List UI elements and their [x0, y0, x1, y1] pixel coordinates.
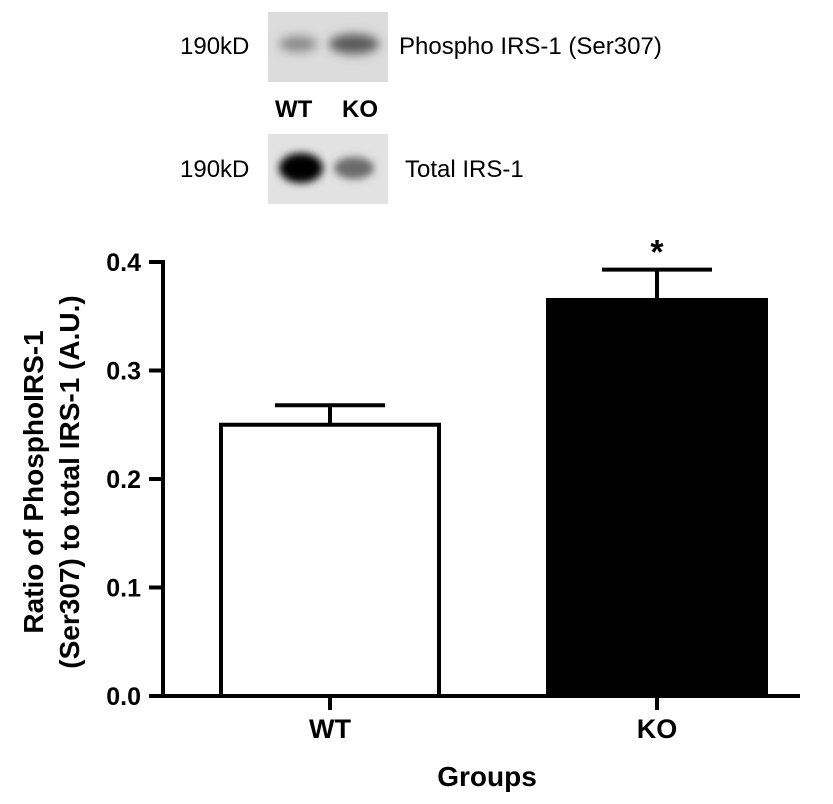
phospho-mw-label: 190kD: [180, 33, 250, 60]
lane-label-wt: WT: [275, 96, 313, 123]
bar-ko: [546, 297, 768, 698]
y-tick-label: 0.0: [106, 683, 141, 711]
y-tick-label: 0.3: [106, 358, 141, 386]
y-axis-title-line2: (Ser307) to total IRS-1 (A.U.): [54, 295, 85, 668]
y-axis-ticks: 0.0 0.1 0.2 0.3 0.4: [106, 249, 163, 711]
y-tick-label: 0.1: [106, 575, 141, 603]
phospho-blot-image: [268, 12, 388, 82]
y-tick-label: 0.4: [106, 249, 141, 277]
total-mw-label: 190kD: [180, 156, 250, 183]
error-bars: *: [275, 234, 712, 425]
significance-asterisk: *: [650, 234, 664, 272]
x-axis-title: Groups: [437, 761, 537, 792]
phospho-blot-label: Phospho IRS-1 (Ser307): [399, 33, 662, 60]
y-tick-label: 0.2: [106, 466, 141, 494]
y-axis-title-line1: Ratio of PhosphoIRS-1: [18, 330, 49, 633]
lane-label-ko: KO: [342, 96, 378, 123]
bar-wt: [219, 422, 441, 698]
x-tick-label: KO: [637, 714, 678, 744]
total-blot-image: [268, 134, 388, 204]
x-tick-label: WT: [309, 714, 351, 744]
total-blot-label: Total IRS-1: [405, 156, 524, 183]
bars: [219, 297, 768, 698]
x-axis-ticks: WT KO: [309, 696, 677, 744]
